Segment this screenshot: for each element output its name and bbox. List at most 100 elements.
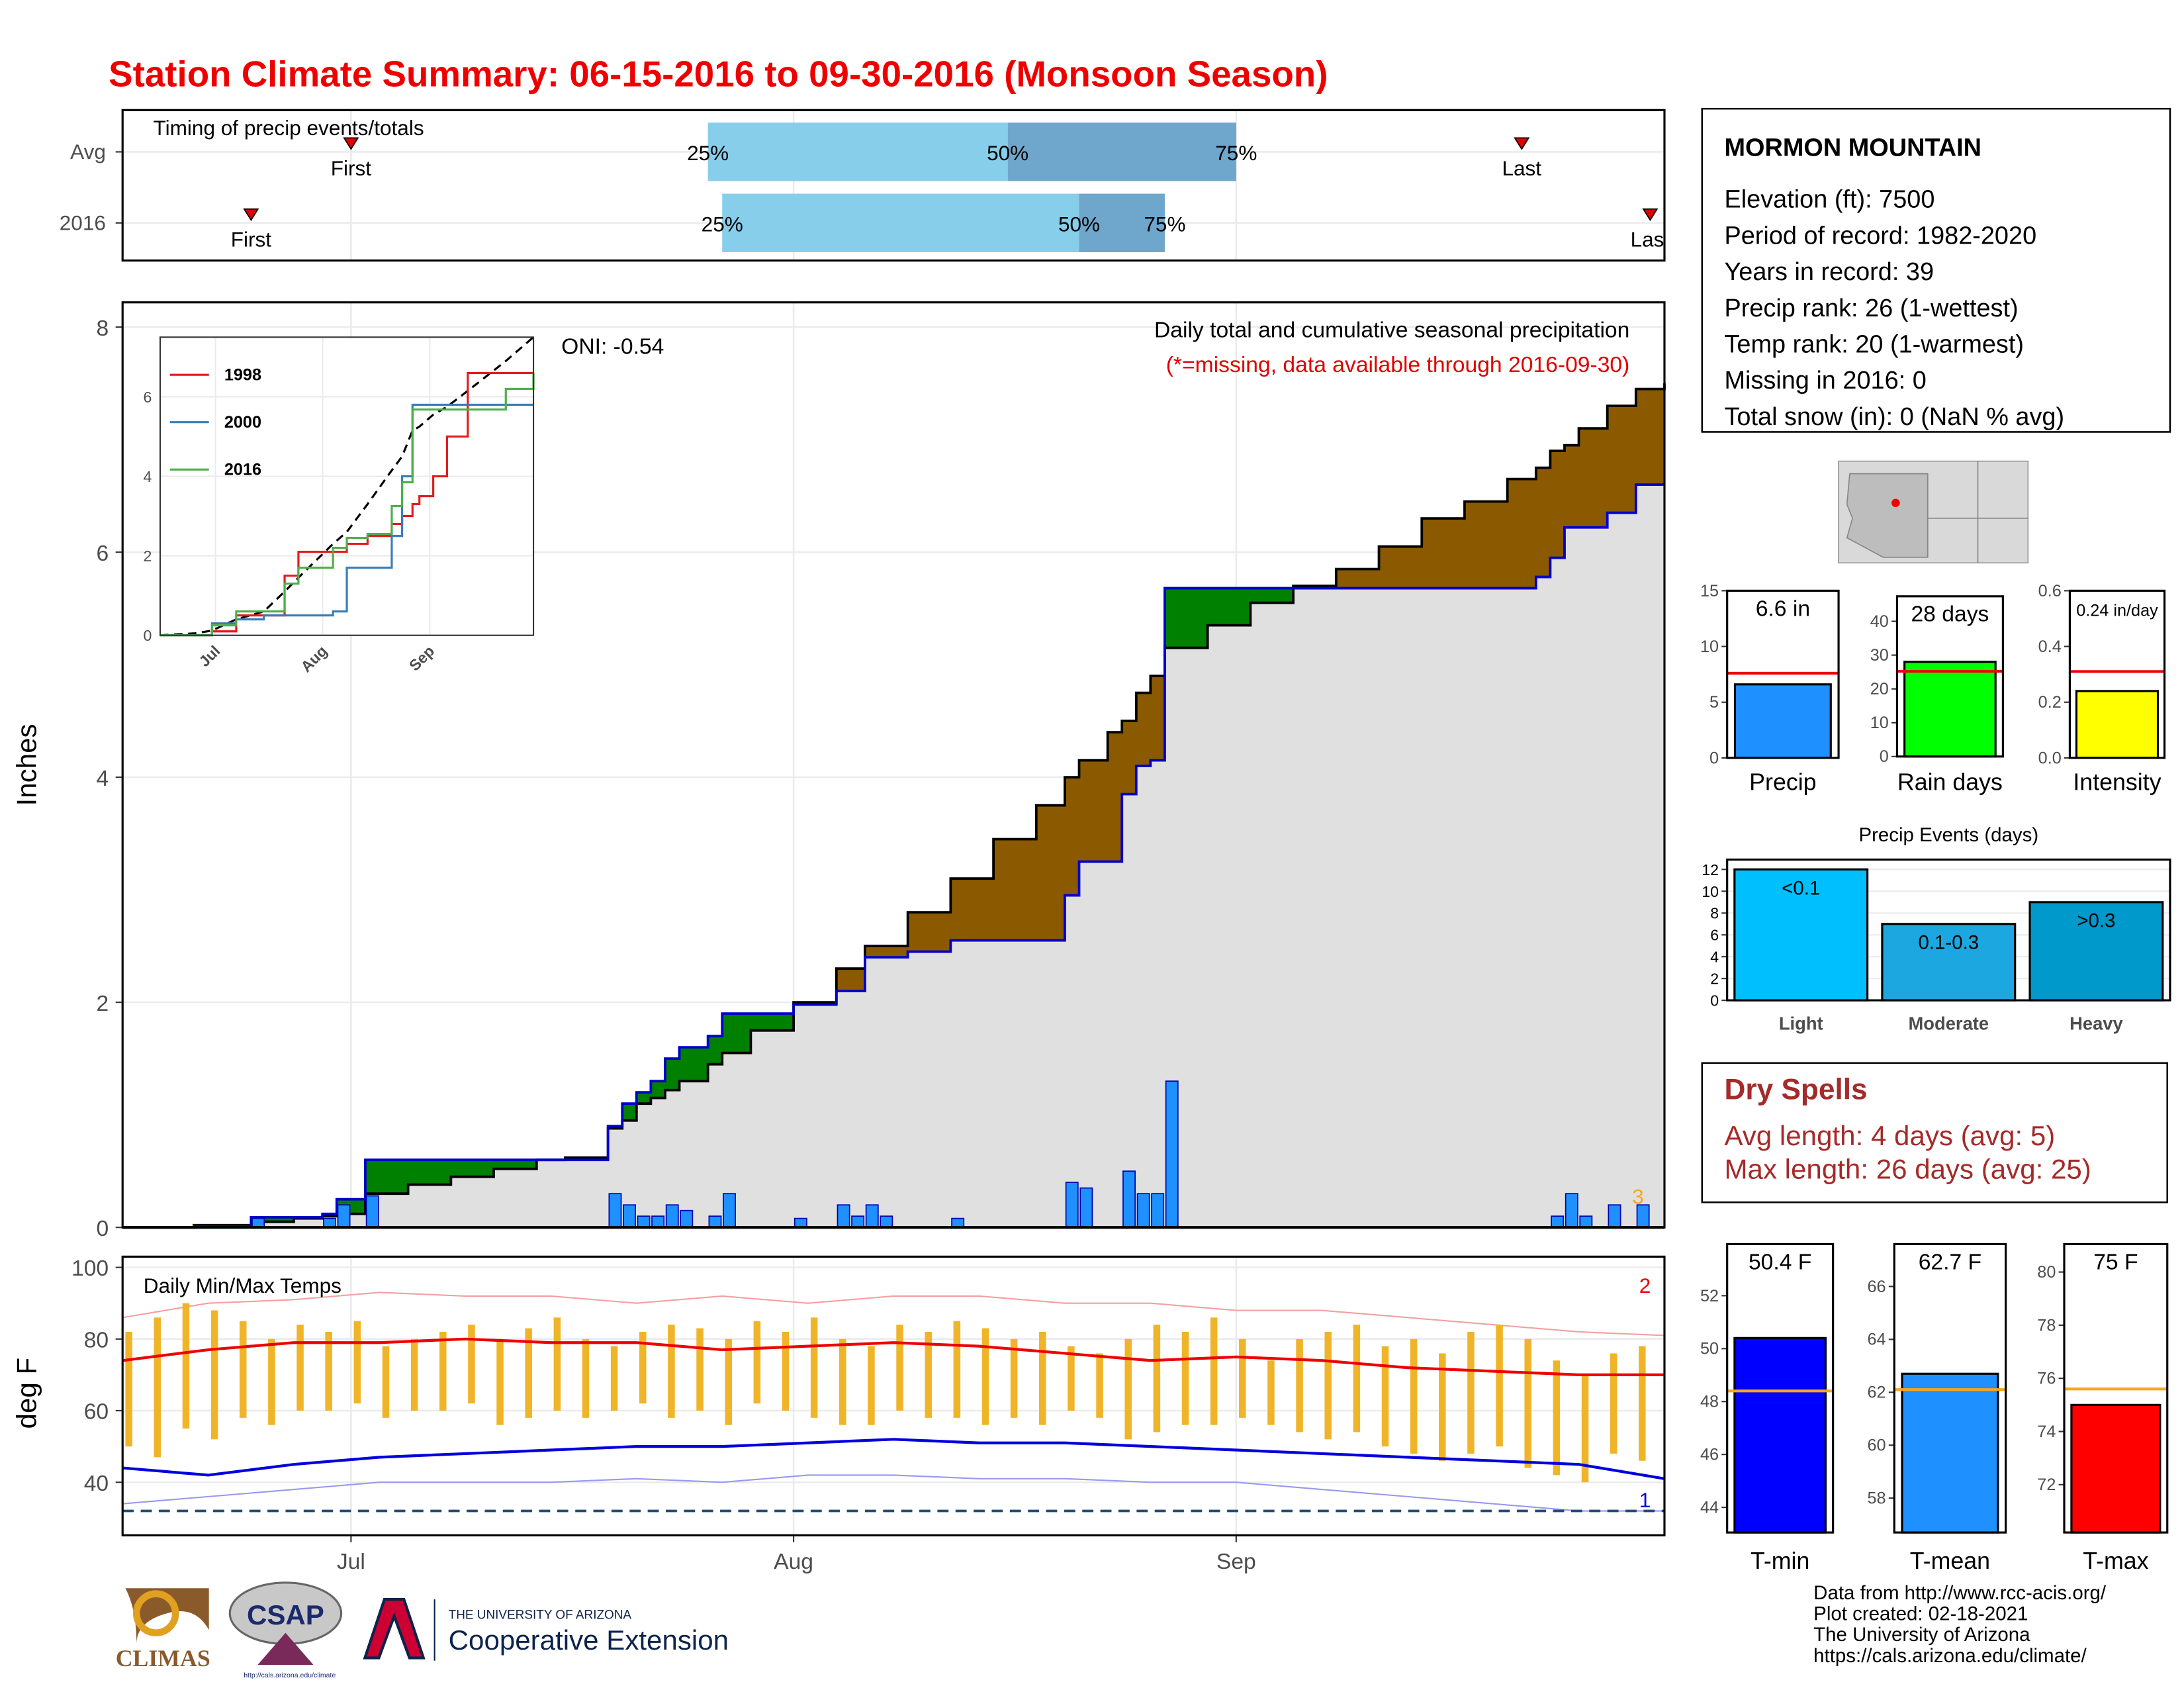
temp-bar xyxy=(525,1328,532,1418)
percentile-label: 75% xyxy=(1215,141,1257,165)
temp-bar xyxy=(1439,1353,1446,1461)
temp-bar xyxy=(839,1338,846,1425)
category-label: T-min xyxy=(1751,1548,1809,1574)
dry-spells-line: Max length: 26 days (avg: 25) xyxy=(1724,1154,2091,1185)
daily-bar xyxy=(880,1215,893,1229)
daily-bar xyxy=(337,1204,351,1229)
series-line xyxy=(160,371,534,637)
y-tick-label: 15 xyxy=(1700,582,1719,600)
temp-bar xyxy=(610,1346,618,1411)
temp-bar xyxy=(696,1328,704,1411)
mini-border xyxy=(1893,1243,2007,1534)
daily-bar xyxy=(365,1195,379,1229)
daily-bar xyxy=(1551,1215,1565,1229)
count-label: 3 xyxy=(1632,1184,1644,1208)
station-line: Total snow (in): 0 (NaN % avg) xyxy=(1724,403,2064,431)
temp-bar xyxy=(1610,1353,1617,1454)
category-label: Rain days xyxy=(1897,769,2003,795)
daily-bar xyxy=(637,1215,651,1229)
footer-line: The University of Arizona xyxy=(1813,1624,2030,1646)
y-tick-label: 6 xyxy=(1710,927,1719,944)
temp-bar xyxy=(1153,1325,1161,1432)
dry-spells-title: Dry Spells xyxy=(1724,1074,1867,1106)
y-tick-label: 100 xyxy=(71,1256,109,1281)
chart-title: Precip Events (days) xyxy=(1858,824,2038,846)
inset-border xyxy=(159,336,535,636)
daily-bar xyxy=(1079,1187,1093,1229)
climas-text: CLIMAS xyxy=(116,1645,210,1671)
temp-bar xyxy=(410,1338,418,1411)
daily-bar xyxy=(723,1193,736,1229)
avg-max-line xyxy=(122,1337,1664,1377)
y-tick-label: Avg xyxy=(70,140,106,164)
y-tick-label: 2016 xyxy=(60,211,106,234)
x-tick-label: Jul xyxy=(337,1550,365,1574)
panel-border xyxy=(121,109,1666,262)
y-tick-label: 8 xyxy=(96,316,109,341)
temp-bar xyxy=(1381,1346,1389,1447)
avg-min-line xyxy=(122,1438,1665,1480)
daily-bar xyxy=(1151,1193,1165,1229)
y-tick-label: 10 xyxy=(1700,637,1719,656)
temp-bar xyxy=(582,1338,590,1418)
mini-border xyxy=(1726,858,2171,1002)
temp-bar xyxy=(1239,1338,1246,1418)
daily-bar xyxy=(1565,1193,1578,1229)
temp-bar xyxy=(868,1346,875,1425)
event-marker xyxy=(243,208,259,222)
mini-border xyxy=(1726,589,1840,759)
value-label: 62.7 F xyxy=(1919,1250,1981,1274)
x-tick-label: Sep xyxy=(1216,1550,1256,1574)
daily-bar xyxy=(623,1204,636,1229)
temp-bar xyxy=(496,1338,504,1425)
daily-bar xyxy=(665,1204,679,1229)
temp-bar xyxy=(154,1317,161,1458)
temp-bar xyxy=(953,1321,961,1418)
daily-bar xyxy=(1136,1193,1150,1229)
daily-bar xyxy=(1065,1182,1079,1229)
daily-bar xyxy=(865,1204,879,1229)
legend-label: 2016 xyxy=(224,461,261,479)
panel-border xyxy=(121,1255,1666,1536)
station-line: Missing in 2016: 0 xyxy=(1724,367,1926,395)
y-tick-label: 10 xyxy=(1870,714,1889,732)
timing-bar xyxy=(722,193,1079,252)
percentile-label: 75% xyxy=(1144,212,1185,236)
y-tick-label: 72 xyxy=(2037,1476,2056,1494)
percentile-label: 50% xyxy=(1058,212,1100,236)
event-label: Last xyxy=(1502,156,1541,180)
temp-bar xyxy=(439,1331,447,1411)
y-tick-label: 52 xyxy=(1700,1287,1719,1305)
temp-bar xyxy=(725,1338,732,1425)
event-label: First xyxy=(331,156,372,180)
temp-bar xyxy=(1124,1338,1132,1440)
temp-bar xyxy=(1324,1331,1332,1440)
daily-bar xyxy=(1579,1215,1593,1229)
temp-bar xyxy=(1639,1346,1646,1461)
daily-bar xyxy=(651,1215,665,1229)
record-min-line xyxy=(122,1474,1664,1512)
y-tick-label: 66 xyxy=(1868,1278,1886,1296)
category-label: T-mean xyxy=(1910,1548,1990,1574)
y-tick-label: 78 xyxy=(2037,1316,2056,1335)
temp-bar xyxy=(182,1303,190,1429)
y-tick-label: 12 xyxy=(1702,861,1719,878)
y-tick-label: 0.0 xyxy=(2038,749,2062,767)
csap-text: CSAP xyxy=(247,1599,324,1630)
csap-url: http://cals.arizona.edu/climate xyxy=(244,1671,336,1679)
daily-bar xyxy=(1165,1080,1179,1229)
station-dot xyxy=(1891,498,1900,508)
bar xyxy=(2070,1403,2161,1534)
bar xyxy=(1733,1336,1827,1534)
temp-bar xyxy=(125,1331,132,1447)
dry-spells-box xyxy=(1701,1062,2169,1203)
y-tick-label: 76 xyxy=(2037,1370,2056,1388)
y-tick-label: 58 xyxy=(1868,1489,1886,1508)
y-tick-label: 40 xyxy=(84,1472,109,1496)
temp-bar xyxy=(753,1321,761,1404)
temp-bar xyxy=(639,1331,647,1404)
bar xyxy=(1733,868,1869,1002)
temp-bar xyxy=(553,1317,561,1411)
oni-annotation: ONI: -0.54 xyxy=(561,335,664,359)
